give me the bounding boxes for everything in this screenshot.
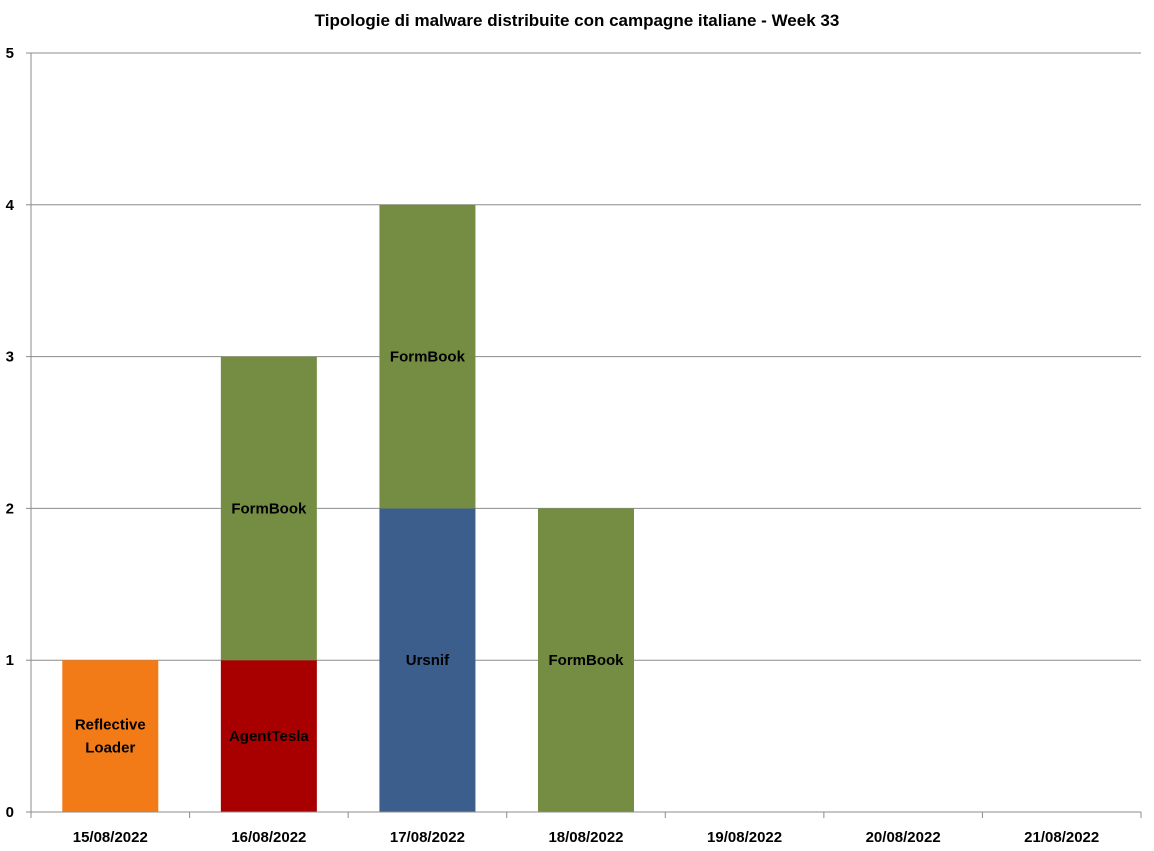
bar-segment [379, 508, 476, 812]
y-tick-label: 4 [6, 197, 15, 214]
bar-segment [62, 660, 159, 812]
bar-segment-label: FormBook [231, 500, 307, 517]
x-tick-label: 15/08/2022 [73, 829, 148, 846]
y-tick-label: 2 [6, 500, 14, 517]
bar-segment-label: FormBook [390, 349, 466, 366]
bar-segment-label: FormBook [549, 652, 625, 669]
x-tick-label: 18/08/2022 [548, 829, 623, 846]
y-tick-label: 3 [6, 349, 14, 366]
y-tick-label: 1 [6, 652, 14, 669]
x-tick-label: 19/08/2022 [707, 829, 782, 846]
segment-labels-group: Reflective Loader AgentTesla FormBook Ursnif… [75, 349, 624, 757]
x-tick-label: 16/08/2022 [231, 829, 306, 846]
axes-group: 0 1 2 3 4 5 15/08/2022 16/08/2022 17/08/2022 18/0… [6, 45, 1142, 846]
bar-segment [379, 204, 476, 509]
bars-group [62, 204, 634, 812]
bar-segment-label: Reflective [75, 717, 146, 734]
bar-segment-label: Ursnif [406, 652, 450, 669]
bar-segment-label: Loader [85, 740, 135, 757]
bar-segment [220, 356, 317, 661]
chart-title: Tipologie di malware distribuite con cam… [315, 11, 840, 30]
bar-segment [220, 660, 317, 812]
x-tick-label: 21/08/2022 [1024, 829, 1099, 846]
x-tick-label: 17/08/2022 [390, 829, 465, 846]
bar-segment [538, 508, 634, 812]
y-tick-label: 5 [6, 45, 14, 62]
bar-segment-label: AgentTesla [229, 728, 309, 745]
grid-lines [31, 52, 1141, 661]
y-tick-label: 0 [6, 804, 14, 821]
x-tick-label: 20/08/2022 [866, 829, 941, 846]
